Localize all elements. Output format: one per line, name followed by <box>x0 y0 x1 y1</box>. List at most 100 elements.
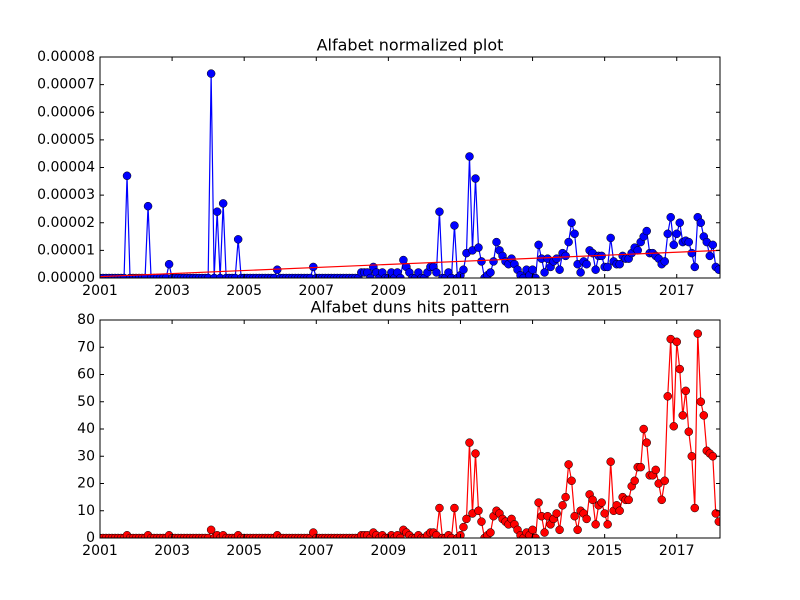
y-tick-label: 0 <box>86 530 95 546</box>
marker <box>600 509 609 518</box>
marker <box>435 207 444 216</box>
marker <box>573 525 582 535</box>
marker <box>552 509 561 518</box>
marker <box>486 268 495 277</box>
marker <box>143 201 153 211</box>
marker <box>714 517 720 526</box>
marker <box>651 465 660 475</box>
marker <box>531 273 540 278</box>
marker <box>597 498 606 507</box>
x-tick-label: 2005 <box>226 283 262 299</box>
marker <box>462 514 471 524</box>
y-tick-label: 50 <box>77 394 95 410</box>
marker <box>534 498 543 507</box>
marker <box>576 268 585 277</box>
marker <box>570 229 579 239</box>
marker <box>684 427 693 436</box>
x-tick-label: 2003 <box>154 543 190 559</box>
marker <box>630 476 639 486</box>
x-tick-label: 2011 <box>443 543 479 559</box>
marker <box>450 503 459 513</box>
marker <box>708 240 718 250</box>
y-tick-label: 0.00004 <box>37 160 95 176</box>
marker <box>636 462 645 472</box>
x-tick-label: 2015 <box>587 543 623 559</box>
x-tick-label: 2009 <box>371 283 407 299</box>
x-tick-label: 2013 <box>515 543 551 559</box>
marker <box>471 174 480 183</box>
x-tick-label: 2001 <box>82 283 118 299</box>
marker <box>366 273 375 278</box>
marker <box>558 501 567 510</box>
marker <box>675 364 684 374</box>
y-tick-label: 10 <box>77 503 95 519</box>
marker <box>615 506 624 515</box>
marker <box>660 476 669 486</box>
marker <box>206 525 216 535</box>
marker <box>660 257 669 266</box>
marker <box>164 259 174 269</box>
y-tick-label: 0.00001 <box>37 242 95 258</box>
chart-title: Alfabet duns hits pattern <box>310 298 509 317</box>
marker <box>699 411 709 420</box>
marker <box>122 171 132 181</box>
marker <box>663 392 672 401</box>
marker <box>678 411 688 420</box>
y-tick-label: 0.00008 <box>37 49 95 65</box>
marker <box>657 495 666 505</box>
x-tick-label: 2007 <box>298 543 334 559</box>
marker <box>669 240 678 250</box>
marker <box>690 262 700 272</box>
marker <box>681 386 691 396</box>
marker <box>471 449 480 458</box>
marker <box>465 438 474 447</box>
marker <box>672 337 681 347</box>
y-tick-label: 0.00007 <box>37 77 95 93</box>
x-tick-label: 2015 <box>587 283 623 299</box>
y-tick-label: 0.00002 <box>37 215 95 231</box>
marker <box>639 424 648 434</box>
marker <box>534 240 543 250</box>
marker <box>690 503 700 513</box>
marker <box>432 268 441 277</box>
marker <box>477 517 486 526</box>
marker <box>561 251 570 261</box>
marker <box>561 492 570 502</box>
marker <box>233 235 243 244</box>
marker <box>555 265 564 274</box>
marker <box>486 528 495 537</box>
x-tick-label: 2009 <box>371 543 407 559</box>
marker <box>555 525 564 535</box>
marker <box>540 528 549 537</box>
x-tick-label: 2011 <box>443 283 479 299</box>
marker <box>603 520 612 529</box>
marker <box>672 229 681 239</box>
marker <box>669 422 678 431</box>
marker <box>567 476 576 486</box>
marker <box>474 506 483 515</box>
marker <box>540 268 549 277</box>
marker <box>528 265 537 274</box>
marker <box>624 495 633 505</box>
marker <box>591 520 600 529</box>
marker <box>206 69 216 78</box>
y-tick-label: 0.00003 <box>37 187 95 203</box>
marker <box>528 525 537 535</box>
marker <box>435 503 444 513</box>
marker <box>687 248 697 258</box>
y-tick-label: 0.00006 <box>37 104 95 120</box>
plot-area <box>100 69 720 278</box>
marker <box>489 257 498 266</box>
marker <box>705 251 715 261</box>
x-tick-label: 2017 <box>659 543 695 559</box>
marker <box>663 229 672 239</box>
marker <box>603 262 612 272</box>
marker <box>696 397 706 406</box>
x-tick-label: 2007 <box>298 283 334 299</box>
marker <box>588 495 597 505</box>
marker <box>591 265 600 274</box>
y-tick-label: 80 <box>77 312 95 328</box>
